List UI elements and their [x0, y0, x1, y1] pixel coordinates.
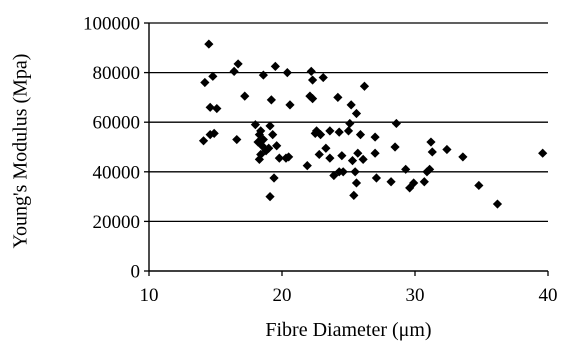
data-point — [401, 164, 411, 174]
data-point — [266, 95, 276, 105]
data-point — [391, 118, 401, 129]
data-point — [261, 146, 271, 156]
data-point — [274, 153, 284, 163]
y-tick-label: 20000 — [93, 212, 141, 233]
y-tick-label: 100000 — [83, 14, 140, 35]
data-point — [233, 59, 243, 69]
data-point — [426, 137, 436, 147]
data-point — [458, 152, 468, 162]
x-axis-ticks: 10 20 30 40 — [140, 271, 558, 306]
data-point — [350, 167, 360, 177]
y-tick-label: 40000 — [93, 162, 141, 183]
data-point — [390, 142, 400, 152]
data-point — [240, 91, 250, 101]
data-point — [307, 94, 318, 104]
data-point — [265, 192, 275, 202]
data-point — [353, 148, 363, 158]
data-point — [205, 130, 215, 140]
data-point — [204, 39, 214, 49]
data-point — [492, 199, 503, 209]
data-point — [370, 148, 380, 158]
data-point — [347, 156, 358, 166]
data-point — [358, 154, 368, 164]
data-point — [351, 178, 362, 188]
data-point — [232, 134, 242, 145]
data-point — [282, 68, 292, 78]
y-axis-ticks: 0 20000 40000 60000 80000 100000 — [83, 14, 149, 283]
data-point — [198, 136, 209, 146]
data-point — [371, 173, 382, 183]
data-point — [272, 141, 282, 151]
data-point — [419, 177, 429, 187]
x-axis-title: Fibre Diameter (μm) — [265, 319, 431, 341]
x-tick-label: 20 — [273, 285, 292, 306]
data-point — [264, 143, 274, 153]
data-point — [257, 141, 267, 151]
data-point — [315, 130, 326, 140]
data-point — [351, 108, 362, 119]
data-point — [306, 66, 316, 76]
data-point — [258, 70, 268, 80]
data-point — [256, 149, 266, 160]
y-axis-title: Young's Modulus (Mpa) — [10, 54, 32, 249]
data-point — [333, 92, 343, 102]
data-point — [349, 190, 359, 200]
data-point — [337, 151, 347, 161]
data-point — [345, 118, 355, 129]
data-point — [386, 177, 396, 187]
axes — [148, 23, 548, 272]
data-point — [208, 71, 218, 81]
data-point — [284, 152, 294, 162]
data-point — [321, 143, 331, 153]
data-point — [205, 102, 215, 112]
data-point — [307, 75, 318, 85]
data-point — [427, 147, 437, 157]
data-point — [442, 144, 452, 155]
y-tick-label: 80000 — [93, 63, 141, 84]
data-point — [338, 167, 348, 177]
data-point — [346, 100, 356, 110]
data-point — [325, 153, 335, 163]
data-point — [425, 164, 435, 174]
data-point — [355, 130, 366, 140]
data-point — [325, 126, 335, 136]
data-point — [254, 154, 264, 164]
y-tick-label: 60000 — [93, 113, 141, 134]
y-tick-label: 0 — [131, 262, 141, 283]
data-point — [256, 126, 266, 136]
data-point — [229, 66, 239, 76]
data-point — [343, 126, 354, 136]
data-point — [200, 77, 210, 88]
data-point — [253, 137, 263, 147]
data-point — [422, 167, 432, 177]
data-point — [314, 149, 324, 160]
data-point — [334, 127, 344, 137]
data-point — [212, 103, 222, 114]
data-point — [370, 132, 380, 142]
data-point — [285, 100, 295, 110]
data-point — [269, 173, 279, 183]
data-points — [198, 39, 548, 209]
x-tick-label: 40 — [539, 285, 558, 306]
data-point — [250, 120, 260, 130]
data-point — [265, 121, 275, 131]
data-point — [268, 130, 278, 140]
data-point — [302, 161, 312, 171]
x-tick-label: 30 — [406, 285, 425, 306]
data-point — [270, 61, 280, 71]
data-point — [474, 180, 484, 191]
x-tick-label: 10 — [140, 285, 159, 306]
data-point — [318, 72, 328, 83]
data-point — [538, 148, 548, 158]
data-point — [409, 178, 419, 188]
data-point — [359, 81, 370, 91]
